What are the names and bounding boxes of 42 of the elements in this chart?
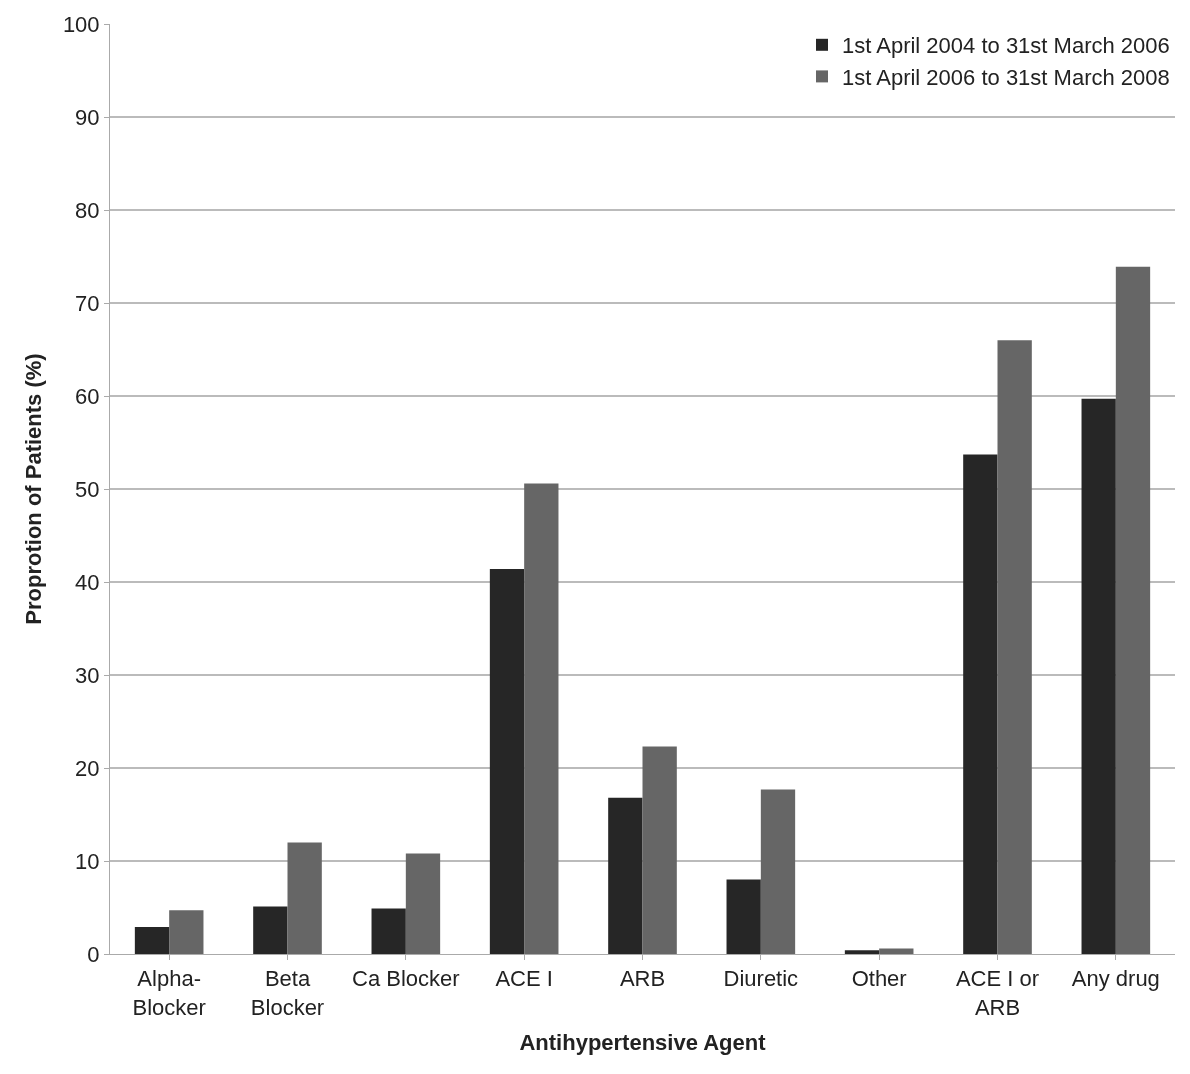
y-tick-label: 50	[75, 476, 100, 502]
y-axis-title: Proprotion of Patients (%)	[20, 353, 46, 625]
y-tick-label: 20	[75, 755, 100, 781]
x-tick-label: Other	[851, 966, 907, 992]
y-tick-label: 10	[75, 848, 100, 874]
bar	[1081, 398, 1116, 954]
bar	[134, 927, 170, 954]
legend-label: 1st April 2006 to 31st March 2008	[842, 64, 1170, 90]
bar	[371, 908, 406, 954]
bar	[963, 454, 998, 954]
x-tick-label: Any drug	[1071, 966, 1160, 992]
x-axis-title: Antihypertensive Agent	[519, 1029, 767, 1055]
y-tick-label: 80	[75, 197, 100, 223]
y-tick-label: 70	[75, 290, 100, 316]
y-tick-label: 30	[75, 662, 100, 688]
bar	[760, 789, 796, 954]
y-tick-label: 0	[87, 941, 100, 967]
bar	[169, 910, 204, 954]
y-tick-label: 40	[75, 569, 100, 595]
x-tick-label: Ca Blocker	[352, 966, 460, 992]
bar	[726, 879, 761, 954]
y-tick-label: 60	[75, 383, 100, 409]
x-tick-label: Beta Blocker	[250, 966, 325, 1020]
bar	[642, 746, 677, 954]
bar	[1115, 266, 1151, 954]
bar	[997, 340, 1032, 954]
bar	[524, 483, 559, 954]
y-tick-label: 100	[62, 11, 100, 37]
bar	[287, 842, 322, 954]
bar	[608, 797, 643, 954]
bar	[253, 906, 288, 954]
bar	[879, 948, 914, 954]
legend-label: 1st April 2004 to 31st March 2006	[842, 33, 1170, 59]
x-tick-label: ACE I or ARB	[955, 966, 1040, 1020]
bar	[489, 568, 525, 954]
x-tick-label: Diuretic	[723, 966, 799, 992]
bar	[405, 853, 441, 954]
x-tick-label: Alpha- Blocker	[132, 966, 206, 1020]
bar	[844, 950, 880, 954]
x-tick-label: ARB	[619, 966, 666, 992]
x-tick-label: ACE I	[495, 966, 553, 992]
y-tick-label: 90	[75, 104, 100, 130]
